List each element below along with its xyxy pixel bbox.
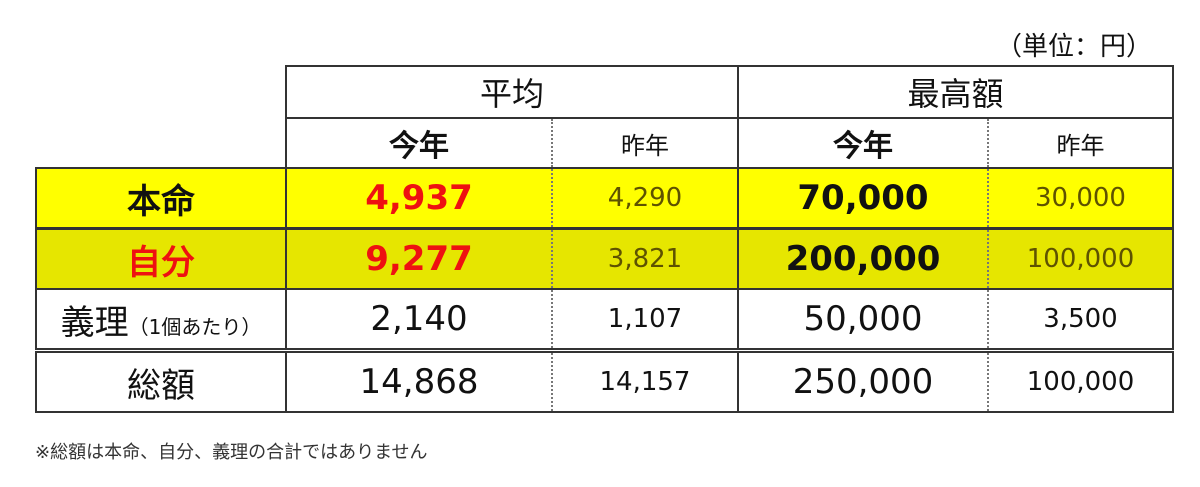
row: 総額 14,868 14,157 250,000 100,000 <box>35 349 1174 413</box>
cell: 100,000 <box>987 227 1174 290</box>
blank-cell <box>36 66 287 118</box>
cell: 2,140 <box>285 288 553 353</box>
subheader-row: 今年 昨年 今年 昨年 <box>36 117 1174 169</box>
header-row: 平均 最高額 <box>36 65 1174 119</box>
cell: 1,107 <box>551 288 739 353</box>
group-header: 平均 <box>285 65 739 119</box>
label-note: （1個あたり） <box>128 314 262 339</box>
row: 本命 4,937 4,290 70,000 30,000 <box>35 167 1174 230</box>
cell: 3,500 <box>987 288 1174 353</box>
subheader: 今年 <box>737 117 989 169</box>
footnote: ※総額は本命、自分、義理の合計ではありません <box>35 442 428 463</box>
blank-cell <box>36 118 287 168</box>
cell: 70,000 <box>737 167 989 230</box>
cell: 100,000 <box>987 349 1174 413</box>
group-header: 最高額 <box>737 65 1174 119</box>
cell: 4,937 <box>285 167 553 230</box>
cell: 4,290 <box>551 167 739 230</box>
cell: 200,000 <box>737 227 989 290</box>
table: 平均 最高額 今年 昨年 今年 昨年 本命 4,937 4,290 70,000… <box>35 65 1174 413</box>
cell: 3,821 <box>551 227 739 290</box>
cell: 14,157 <box>551 349 739 413</box>
subheader: 昨年 <box>551 117 739 169</box>
cell: 30,000 <box>987 167 1174 230</box>
unit-label: （単位：円） <box>995 32 1152 62</box>
row-label: 義理（1個あたり） <box>35 288 287 353</box>
subheader: 今年 <box>285 117 553 169</box>
row-label: 自分 <box>35 227 287 290</box>
row-label: 総額 <box>35 349 287 413</box>
cell: 250,000 <box>737 349 989 413</box>
row: 義理（1個あたり） 2,140 1,107 50,000 3,500 <box>35 288 1174 353</box>
row: 自分 9,277 3,821 200,000 100,000 <box>35 227 1174 290</box>
subheader: 昨年 <box>987 117 1174 169</box>
cell: 14,868 <box>285 349 553 413</box>
row-label: 本命 <box>35 167 287 230</box>
label-main: 義理 <box>60 302 129 343</box>
cell: 9,277 <box>285 227 553 290</box>
cell: 50,000 <box>737 288 989 353</box>
